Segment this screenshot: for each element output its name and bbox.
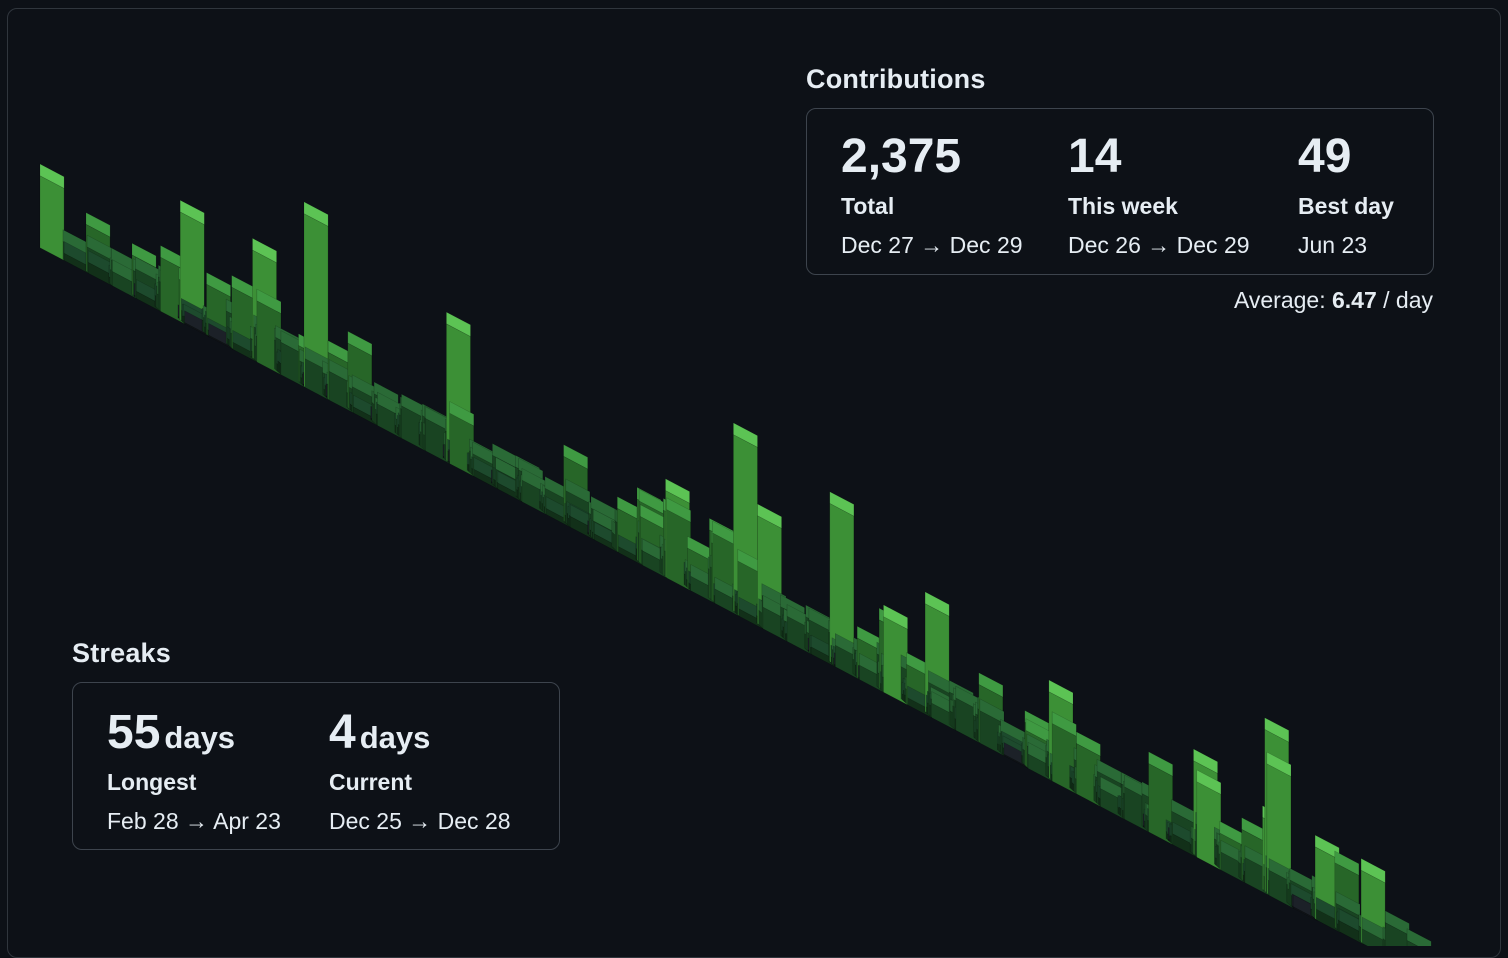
bar-top-face [1264, 717, 1290, 743]
current-streak-value: 4 days [329, 709, 511, 757]
bar-top-face [1076, 731, 1101, 757]
bar-top-face [829, 491, 855, 517]
bar-top-face [1360, 858, 1386, 884]
longest-streak-range: Feb 28 → Apr 23 [107, 808, 281, 834]
bar-top-face [1193, 748, 1218, 774]
current-streak-range: Dec 25 → Dec 28 [329, 808, 511, 834]
contribution-day-bar [979, 698, 1005, 757]
bar-top-face [347, 330, 373, 357]
this-week-value: 14 [1068, 130, 1122, 183]
contribution-day-bar [112, 259, 137, 299]
bar-top-face [924, 591, 950, 617]
bar-top-face [39, 163, 65, 189]
streaks-heading: Streaks [72, 638, 171, 668]
this-week-range: Dec 26 → Dec 29 [1068, 232, 1250, 258]
average-label: Average: [1233, 287, 1326, 313]
total-range: Dec 27 → Dec 29 [841, 232, 1023, 258]
average-value: 6.47 [1331, 287, 1377, 313]
current-streak-number: 4 [329, 706, 356, 759]
longest-streak-value: 55 days [107, 709, 281, 757]
bar-top-face [666, 497, 692, 523]
longest-streak-label: Longest [107, 769, 197, 795]
bar-top-face [179, 199, 205, 226]
best-day-range: Jun 23 [1298, 232, 1368, 258]
best-day-value: 49 [1298, 130, 1352, 183]
contribution-day-bar [1384, 910, 1410, 946]
contributions-heading: Contributions [806, 64, 986, 94]
contribution-day-bar [39, 163, 65, 261]
contribution-day-bar [1406, 928, 1432, 946]
average-unit: / day [1383, 287, 1433, 313]
longest-streak-unit: days [164, 720, 236, 755]
bar-top-face [1148, 751, 1173, 777]
longest-streak-number: 55 [107, 706, 161, 759]
stat-total: 2,375 Total Dec 27 → Dec 29 [841, 133, 1023, 259]
total-label: Total [841, 193, 895, 219]
stat-best-day: 49 Best day Jun 23 [1298, 133, 1394, 259]
bar-top-face [252, 237, 277, 264]
bar-top-face [1048, 679, 1074, 705]
bar-front-face [1406, 939, 1419, 946]
bar-top-face [883, 604, 908, 630]
bar-top-face [303, 201, 329, 227]
average-per-day: Average: 6.47 / day [1234, 287, 1433, 314]
bar-top-face [131, 242, 157, 269]
contributions-stats-box: 2,375 Total Dec 27 → Dec 29 14 This week… [806, 108, 1434, 275]
bar-top-face [1334, 850, 1360, 876]
bar-top-face [978, 672, 1004, 698]
bar-top-face [1266, 751, 1292, 777]
bar-top-face [733, 422, 758, 448]
current-streak-unit: days [359, 720, 431, 755]
this-week-label: This week [1068, 193, 1178, 219]
current-streak-label: Current [329, 769, 413, 795]
contribution-day-bar [1361, 916, 1387, 946]
streaks-stats-box: 55 days Longest Feb 28 → Apr 23 4 days Cur… [72, 682, 560, 850]
stat-longest-streak: 55 days Longest Feb 28 → Apr 23 [107, 709, 281, 835]
bar-top-face [1406, 928, 1432, 946]
bar-top-face [757, 503, 782, 529]
bar-top-face [1196, 769, 1222, 795]
total-value: 2,375 [841, 130, 962, 183]
bar-top-face [206, 272, 231, 298]
bar-top-face [563, 444, 589, 470]
bar-top-face [256, 288, 282, 314]
stat-this-week: 14 This week Dec 26 → Dec 29 [1068, 133, 1250, 259]
bar-top-face [446, 311, 471, 337]
best-day-label: Best day [1298, 193, 1394, 219]
bar-top-face [449, 401, 475, 427]
bar-top-face [85, 212, 111, 238]
bar-top-face [665, 478, 690, 504]
stat-current-streak: 4 days Current Dec 25 → Dec 28 [329, 709, 511, 835]
bar-front-face [39, 175, 65, 261]
